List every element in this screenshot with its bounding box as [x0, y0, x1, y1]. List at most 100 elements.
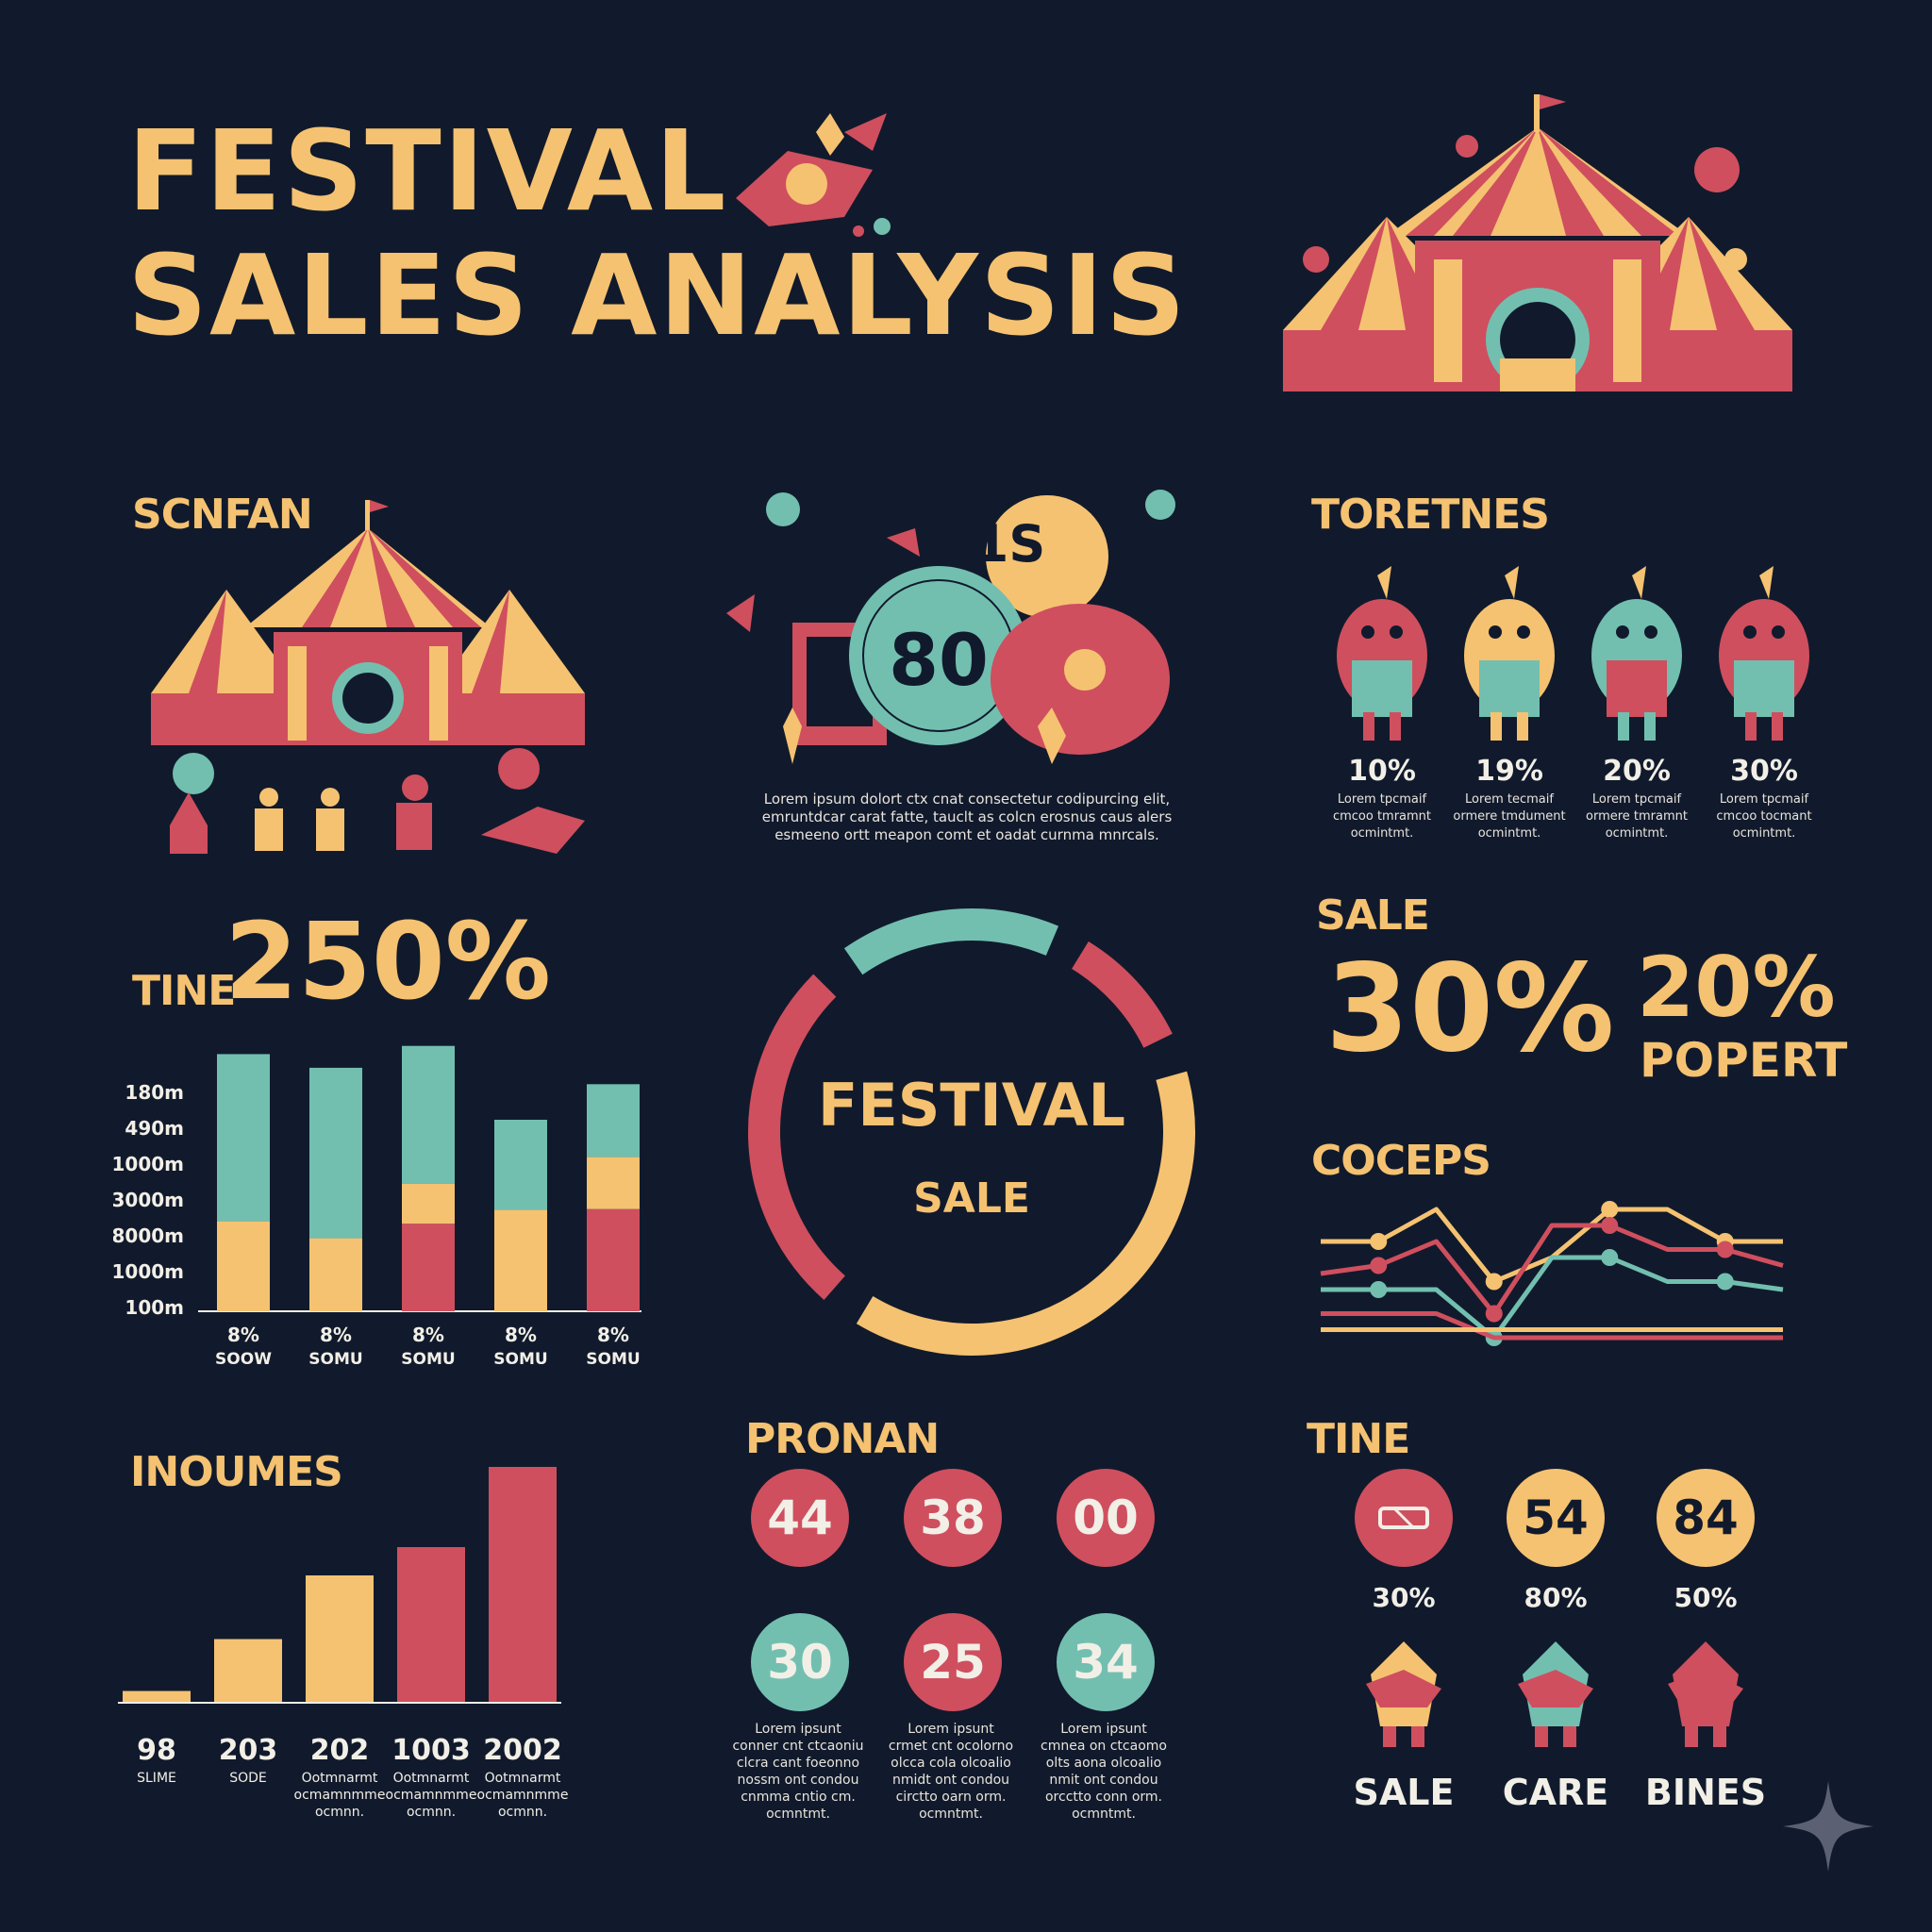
donut-segment: [1071, 941, 1173, 1049]
line-series: [1320, 1223, 1784, 1316]
pronan-caption: Lorem ipsunt: [1060, 1722, 1147, 1737]
line-point: [1601, 1249, 1619, 1266]
ticket-icon: [1355, 1469, 1453, 1567]
x-sub-label: SOOW: [215, 1350, 272, 1369]
x-tick-label: 202: [310, 1734, 370, 1767]
x-sub-label: Ootmnarmt: [302, 1771, 378, 1786]
line-point: [1716, 1241, 1734, 1258]
character-desc: Lorem tpcmaif: [1591, 792, 1682, 807]
pronan-circle-38: 38: [904, 1469, 1002, 1567]
title-line1: FESTIVAL: [127, 106, 728, 236]
pronan-caption: Lorem ipsunt: [908, 1722, 994, 1737]
x-sub-label: SOMU: [401, 1350, 455, 1369]
character-desc: ocmintmt.: [1605, 826, 1669, 841]
creature-icon: [1337, 566, 1427, 741]
x-sub-label: ocmnn.: [498, 1805, 547, 1820]
pronan-caption: circtto oarn orm.: [895, 1790, 1007, 1805]
line-point: [1601, 1201, 1619, 1218]
pronan-caption: nossm ont condou: [737, 1773, 859, 1788]
x-tick-label: 8%: [597, 1324, 629, 1346]
x-tick-label: 203: [219, 1734, 278, 1767]
kite-icon: [736, 113, 891, 237]
bar: [123, 1690, 191, 1703]
character-desc: cmcoo tocmant: [1716, 809, 1812, 824]
bar-segment: [587, 1084, 640, 1158]
bar-segment: [587, 1157, 640, 1209]
section-pronan-title: PRONAN: [745, 1415, 940, 1463]
x-tick-label: 8%: [227, 1324, 259, 1346]
tine2-label: CARE: [1502, 1772, 1609, 1813]
x-sub-label: ocmamnmme: [477, 1788, 569, 1803]
line-chart: [1320, 1201, 1784, 1346]
sale-value-1: 30%: [1325, 939, 1615, 1079]
pronan-caption: nmit ont condou: [1049, 1773, 1158, 1788]
tine2-pct: 50%: [1674, 1582, 1738, 1613]
pronan-caption: cmnea on ctcaomo: [1041, 1739, 1167, 1754]
character-pct: 20%: [1603, 755, 1671, 788]
character-desc: Lorem tecmaif: [1465, 792, 1554, 807]
pronan-caption: nmidt ont condou: [891, 1773, 1010, 1788]
tine2-label: SALE: [1353, 1772, 1455, 1813]
character-pct: 10%: [1348, 755, 1416, 788]
x-sub-label: SOMU: [308, 1350, 362, 1369]
character-desc: ormere tmramnt: [1586, 809, 1688, 824]
donut-subtitle: SALE: [913, 1174, 1030, 1223]
tine2-label: BINES: [1644, 1772, 1767, 1813]
page-title: FESTIVAL SALES ANALYSIS: [127, 108, 1188, 358]
circus-tent-icon: [1283, 94, 1792, 391]
tine2-pct: 80%: [1524, 1582, 1588, 1613]
pronan-caption: olcca cola olcoalio: [891, 1756, 1011, 1771]
x-sub-label: ocmnn.: [407, 1805, 456, 1820]
donut-chart: [748, 908, 1195, 1356]
line-series: [1321, 1255, 1784, 1341]
badge-large: 80: [889, 618, 989, 702]
stacked-bar-chart: 180m 490m 1000m 3000m 8000m 1000m 100m 8% SOOW 8%…: [113, 1045, 641, 1369]
x-tick-label: 8%: [320, 1324, 352, 1346]
line-series: [1321, 1207, 1783, 1284]
section-tine2-title: TINE: [1307, 1415, 1410, 1463]
center-caption: Lorem ipsum dolort ctx cnat consectetur …: [761, 791, 1173, 843]
character-desc: ocmintmt.: [1732, 826, 1796, 841]
bar: [306, 1575, 374, 1703]
sparkle-icon: [1783, 1781, 1874, 1872]
bar-segment: [309, 1238, 362, 1311]
line-point: [1716, 1273, 1734, 1291]
creature-icon: [1464, 566, 1555, 741]
character-desc: ocmintmt.: [1477, 826, 1541, 841]
title-line2: SALES ANALYSIS: [127, 230, 1188, 360]
center-illustration: [726, 490, 1175, 764]
character-desc: ormere tmdument: [1453, 809, 1566, 824]
badge-small: 1S: [973, 514, 1046, 574]
pronan-circle-00: 00: [1057, 1469, 1155, 1567]
x-tick-label: 98: [137, 1734, 176, 1767]
x-tick-label: 2002: [483, 1734, 562, 1767]
x-sub-label: ocmamnmme: [386, 1788, 477, 1803]
bar: [214, 1639, 282, 1703]
line-point: [1485, 1273, 1503, 1291]
character-pct: 30%: [1730, 755, 1798, 788]
creature-icon: [1719, 566, 1809, 741]
y-tick-label: 3000m: [113, 1189, 184, 1211]
pronan-circle-34: 34: [1057, 1613, 1155, 1711]
pronan-circle-25: 25: [904, 1613, 1002, 1711]
x-sub-label: ocmnn.: [315, 1805, 364, 1820]
bar-segment: [402, 1183, 455, 1224]
section-inoumes-title: INOUMES: [130, 1448, 343, 1496]
x-sub-label: SOMU: [586, 1350, 640, 1369]
x-tick-label: 1003: [391, 1734, 471, 1767]
character-icon: [1366, 1641, 1441, 1747]
pronan-caption: cnmma cntio cm.: [741, 1790, 856, 1805]
section-scnfan-title: SCNFAN: [132, 491, 313, 539]
x-sub-label: SOMU: [493, 1350, 547, 1369]
y-tick-label: 490m: [125, 1117, 184, 1140]
bar-segment: [217, 1054, 270, 1222]
x-tick-label: 8%: [505, 1324, 537, 1346]
donut-title: FESTIVAL: [818, 1071, 1125, 1140]
pronan-circle-44: 44: [751, 1469, 849, 1567]
section-coceps-title: COCEPS: [1311, 1137, 1491, 1185]
tine2-circle-84: 84: [1657, 1469, 1755, 1567]
sale-label: SALE: [1316, 891, 1430, 940]
character-desc: ocmintmt.: [1350, 826, 1414, 841]
y-tick-label: 1000m: [113, 1260, 184, 1283]
creature-icon: [1591, 566, 1682, 741]
